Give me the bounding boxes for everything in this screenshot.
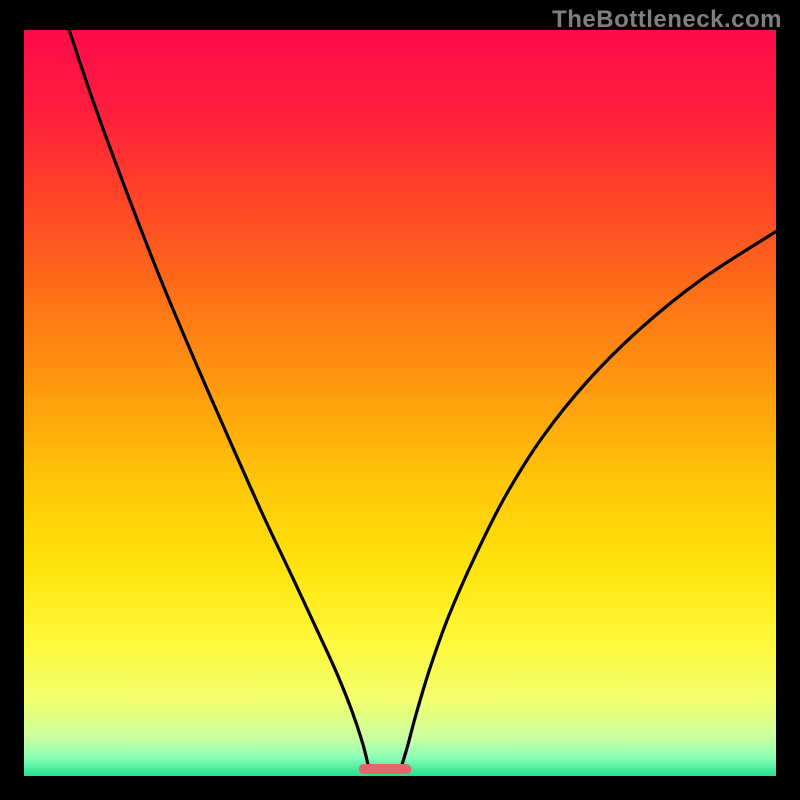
plot-area [24, 30, 776, 776]
bottleneck-chart [24, 30, 776, 776]
gradient-background [24, 30, 776, 776]
bottleneck-marker [359, 764, 412, 774]
chart-root: TheBottleneck.com [0, 0, 800, 800]
